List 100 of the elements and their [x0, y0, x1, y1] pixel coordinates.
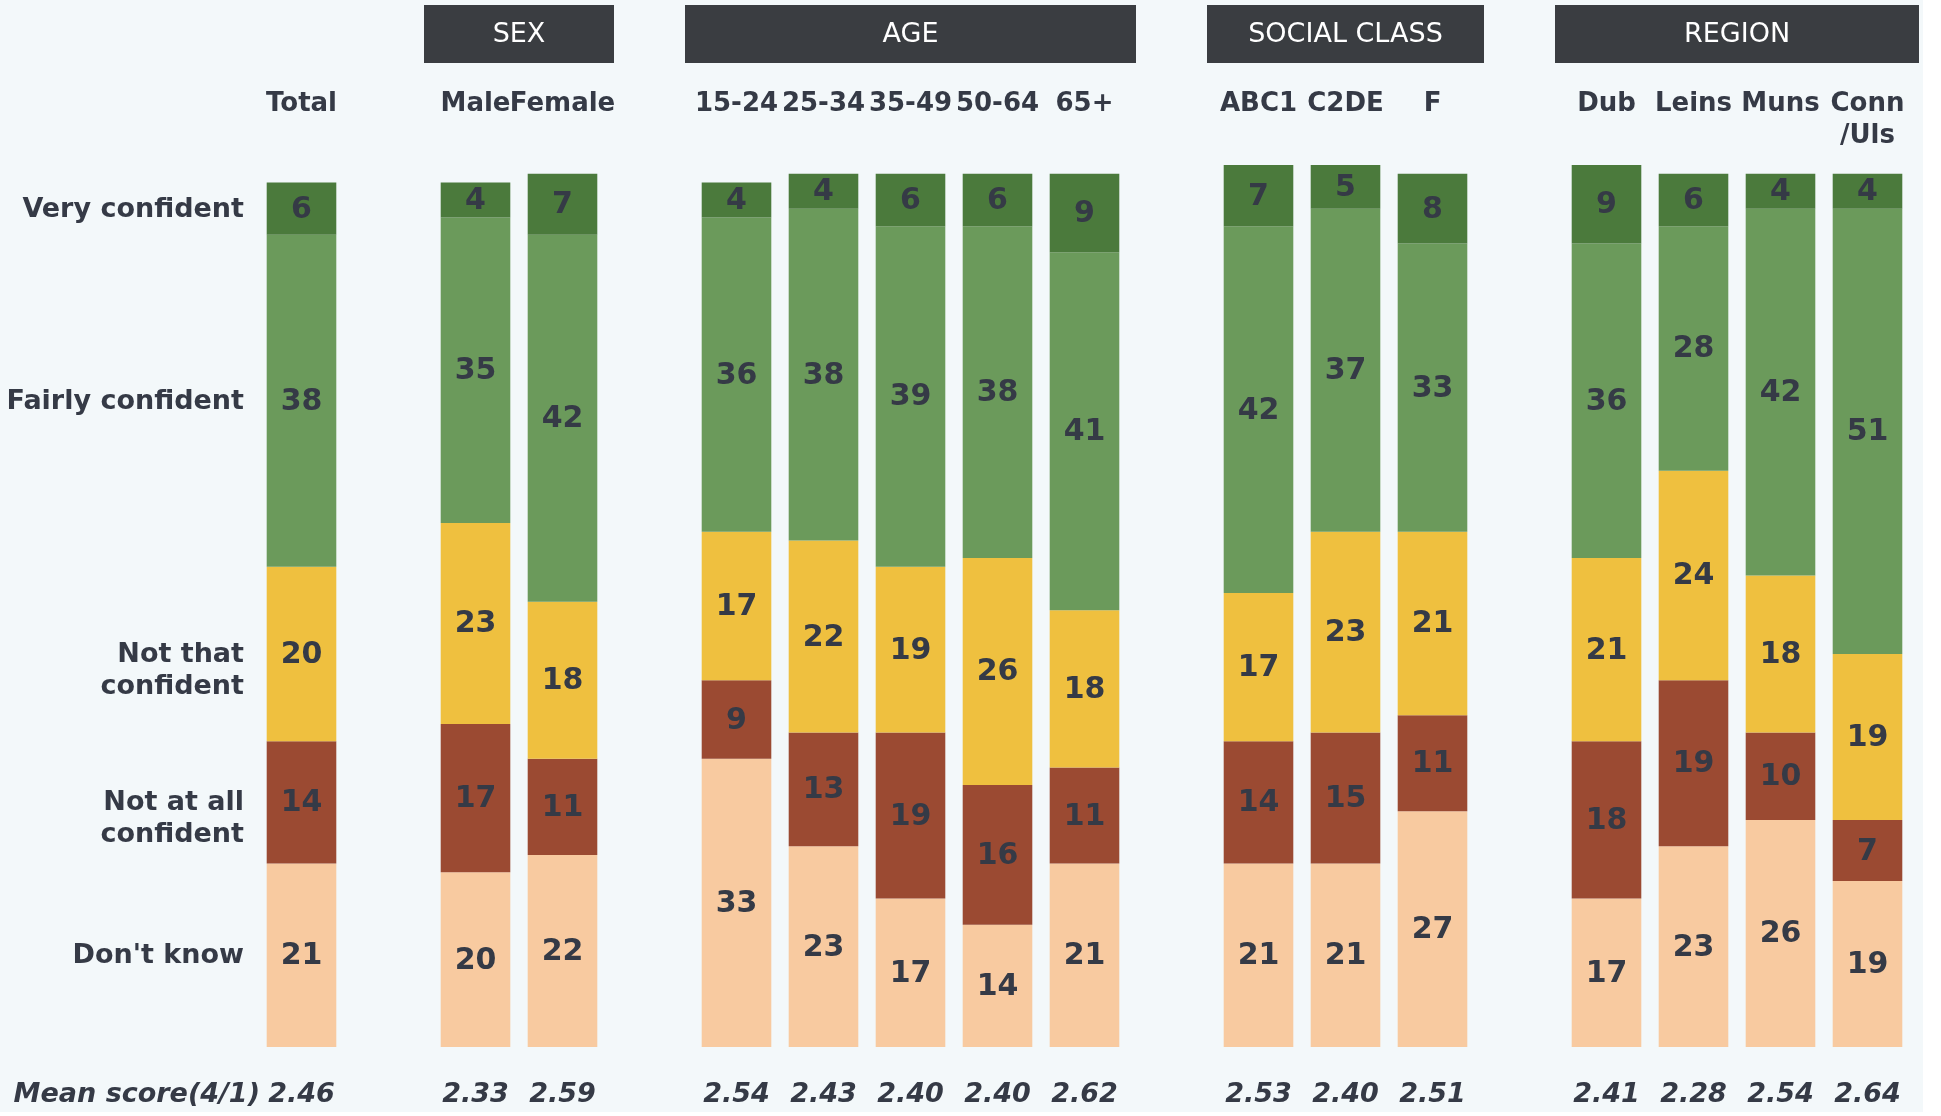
bar	[701, 680, 772, 759]
chart-title: SEX	[492, 17, 546, 48]
bar	[527, 601, 598, 759]
bar	[701, 217, 772, 532]
x-tick-label: Female	[509, 86, 616, 117]
data-label: 9	[1074, 194, 1095, 230]
bar	[788, 208, 859, 541]
text: Mean score(4/1)	[13, 1077, 260, 1108]
bar	[875, 732, 946, 899]
data-label: 20	[454, 940, 497, 976]
series-label: Not that confident	[100, 637, 245, 701]
data-label: 9	[726, 700, 747, 736]
bar	[266, 741, 337, 864]
bar	[1049, 173, 1120, 253]
x-tick-label: Male	[440, 86, 511, 117]
data-label: 33	[715, 883, 758, 919]
data-label: 27	[1411, 910, 1454, 946]
data-label: 38	[280, 381, 323, 417]
data-label: 14	[1237, 783, 1280, 819]
data-label: 21	[280, 936, 323, 972]
bar	[440, 523, 511, 724]
x-tick-label: Dub	[1577, 86, 1636, 117]
bar	[875, 566, 946, 733]
data-label: 4	[1857, 172, 1878, 208]
text: 2.54	[703, 1077, 770, 1108]
series-label: Not at all confident	[100, 785, 245, 849]
data-label: 4	[813, 172, 834, 208]
bar	[1049, 610, 1120, 768]
data-label: 23	[1324, 613, 1367, 649]
data-label: 7	[1857, 831, 1878, 867]
data-label: 23	[1672, 927, 1715, 963]
data-label: 23	[454, 604, 497, 640]
data-label: 18	[1063, 669, 1106, 705]
bar	[875, 173, 946, 227]
bar	[1832, 208, 1903, 655]
bar	[962, 557, 1033, 786]
bar	[701, 758, 772, 1047]
data-label: 6	[987, 180, 1008, 216]
bar	[1571, 898, 1642, 1047]
data-label: 18	[1759, 635, 1802, 671]
data-label: 19	[889, 796, 932, 832]
chart-title: REGION	[1683, 17, 1791, 48]
data-label: 20	[280, 635, 323, 671]
text: 2.64	[1834, 1077, 1901, 1108]
bar	[788, 732, 859, 847]
bar	[1745, 575, 1816, 733]
x-tick-label: 50-64	[955, 86, 1040, 117]
text: 2.53	[1225, 1077, 1292, 1108]
bar	[1745, 208, 1816, 576]
data-label: 42	[1237, 390, 1280, 426]
data-label: 4	[465, 180, 486, 216]
bar	[1745, 732, 1816, 820]
bar	[1223, 165, 1294, 227]
bar	[1832, 654, 1903, 820]
text: 2.40	[1312, 1077, 1379, 1108]
data-label: 38	[976, 373, 1019, 409]
data-label: 21	[1063, 936, 1106, 972]
bar	[1223, 863, 1294, 1047]
bar	[440, 872, 511, 1047]
bar	[1397, 173, 1468, 244]
bar	[1310, 863, 1381, 1047]
bar	[962, 924, 1033, 1047]
data-label: 19	[1846, 717, 1889, 753]
data-label: 22	[802, 617, 845, 653]
bar	[1049, 767, 1120, 864]
text: 2.40	[964, 1077, 1031, 1108]
data-label: 8	[1422, 189, 1443, 225]
bar	[1658, 680, 1729, 847]
text: 2.41	[1573, 1077, 1640, 1108]
data-label: 14	[280, 783, 323, 819]
data-label: 7	[1248, 176, 1269, 212]
bar	[701, 531, 772, 681]
bar	[1223, 592, 1294, 742]
chart-title: SOCIAL CLASS	[1248, 17, 1443, 48]
bar	[962, 785, 1033, 925]
data-label: 11	[1411, 744, 1454, 780]
bar	[1658, 226, 1729, 471]
data-label: 33	[1411, 368, 1454, 404]
data-label: 13	[802, 770, 845, 806]
data-label: 14	[976, 966, 1019, 1002]
bar	[1745, 819, 1816, 1047]
bar	[527, 758, 598, 855]
bar	[962, 226, 1033, 558]
data-label: 21	[1324, 936, 1367, 972]
data-label: 37	[1324, 351, 1367, 387]
text: 2.43	[790, 1077, 857, 1108]
data-label: 11	[541, 787, 584, 823]
data-label: 51	[1846, 412, 1889, 448]
data-label: 17	[889, 953, 932, 989]
data-label: 5	[1335, 167, 1356, 203]
bar	[1310, 531, 1381, 733]
data-label: 19	[1672, 744, 1715, 780]
data-label: 26	[976, 652, 1019, 688]
bar	[440, 723, 511, 873]
text: 2.40	[877, 1077, 944, 1108]
x-tick-label: 15-24	[694, 86, 779, 117]
bar	[1223, 226, 1294, 593]
bar	[1397, 531, 1468, 716]
data-label: 28	[1672, 329, 1715, 365]
bar	[1832, 819, 1903, 882]
